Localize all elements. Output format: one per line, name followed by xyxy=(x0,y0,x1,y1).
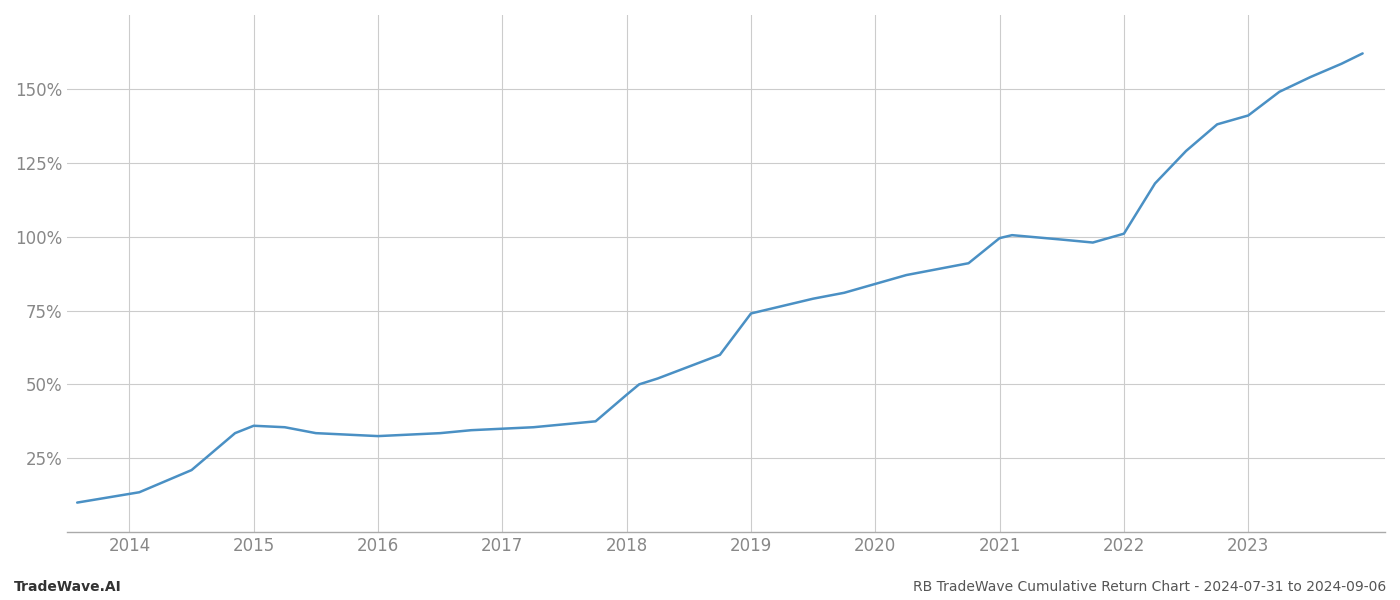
Text: RB TradeWave Cumulative Return Chart - 2024-07-31 to 2024-09-06: RB TradeWave Cumulative Return Chart - 2… xyxy=(913,580,1386,594)
Text: TradeWave.AI: TradeWave.AI xyxy=(14,580,122,594)
